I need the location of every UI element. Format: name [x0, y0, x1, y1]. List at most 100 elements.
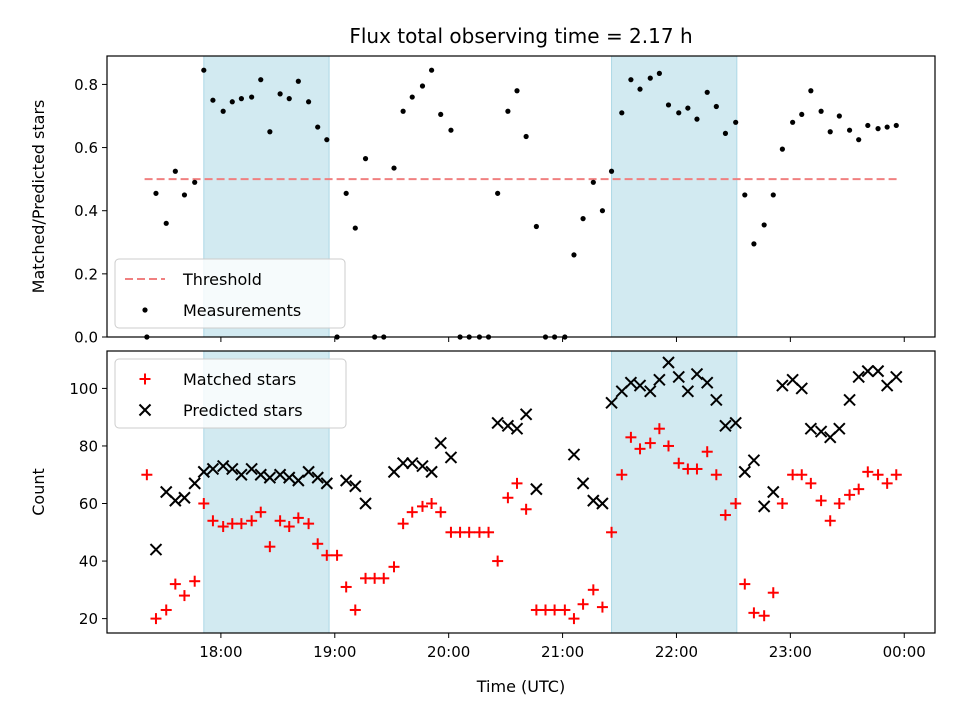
data-point	[710, 469, 722, 481]
data-point	[141, 469, 153, 481]
data-point	[814, 425, 828, 438]
data-point	[596, 497, 609, 510]
data-point	[890, 469, 902, 481]
data-point	[533, 223, 539, 230]
data-point	[388, 561, 400, 573]
data-point	[426, 498, 438, 510]
data-point	[340, 581, 352, 593]
data-point	[520, 503, 532, 515]
data-point	[292, 512, 304, 524]
y-axis-label: Count	[29, 468, 48, 516]
shaded-interval	[611, 350, 738, 634]
data-point	[181, 192, 188, 198]
y-tick-label: 20	[79, 610, 98, 628]
legend: Threshold Measurements	[114, 258, 346, 329]
data-point	[628, 77, 634, 83]
data-point	[286, 96, 292, 102]
data-point	[656, 70, 662, 76]
data-point	[264, 541, 276, 553]
data-point	[206, 462, 220, 476]
data-point	[616, 469, 628, 481]
data-point	[776, 498, 788, 510]
data-point	[856, 137, 862, 143]
data-point	[608, 168, 615, 174]
data-point	[881, 477, 893, 489]
legend-label: Threshold	[182, 270, 262, 289]
data-point	[596, 601, 608, 613]
data-point	[324, 137, 330, 143]
data-point	[637, 86, 643, 92]
data-point	[519, 408, 533, 421]
y-axis-label: Matched/Predicted stars	[29, 100, 48, 294]
data-point	[833, 422, 846, 435]
data-point	[246, 515, 258, 527]
data-point	[397, 518, 409, 530]
legend-marker	[142, 307, 148, 313]
data-point	[843, 393, 856, 407]
x-tick-label: 00:00	[883, 643, 926, 661]
data-point	[416, 500, 428, 512]
data-point	[331, 549, 343, 561]
data-point	[245, 462, 258, 476]
data-point	[758, 610, 770, 622]
data-point	[587, 494, 600, 507]
data-point	[277, 91, 283, 97]
data-point	[710, 393, 723, 407]
data-point	[818, 108, 824, 114]
data-point	[776, 379, 789, 392]
data-point	[779, 146, 785, 152]
data-point	[685, 105, 691, 111]
x-tick-label: 21:00	[541, 643, 584, 661]
data-point	[653, 373, 666, 386]
data-point	[681, 385, 695, 398]
data-point	[292, 474, 305, 487]
ratio-panel: 0.0 0.2 0.4 0.6 0.8 Matched/Predicted stars Th…	[29, 55, 936, 347]
data-point	[549, 604, 561, 616]
data-point	[644, 437, 656, 449]
data-point	[150, 613, 162, 625]
data-point	[149, 543, 163, 556]
shaded-interval	[611, 55, 738, 338]
data-point	[576, 477, 590, 490]
data-point	[198, 498, 210, 510]
axes-frame	[106, 350, 936, 634]
data-point	[343, 190, 349, 196]
x-tick-label: 19:00	[313, 643, 356, 661]
data-point	[644, 385, 657, 398]
data-point	[438, 111, 444, 118]
data-point	[263, 471, 277, 484]
data-point	[719, 419, 732, 433]
data-point	[846, 127, 853, 133]
data-point	[359, 497, 372, 510]
x-tick-label: 20:00	[427, 643, 470, 661]
data-point	[722, 130, 729, 136]
y-tick-label: 60	[79, 495, 98, 513]
data-point	[739, 578, 751, 590]
data-point	[378, 572, 390, 584]
data-point	[836, 113, 842, 119]
data-point	[590, 179, 596, 185]
data-point	[624, 376, 638, 389]
data-point	[435, 506, 447, 518]
data-point	[201, 67, 207, 73]
data-point	[761, 222, 767, 228]
data-point	[523, 133, 529, 140]
data-point	[178, 491, 191, 504]
legend-marker	[139, 373, 151, 385]
data-point	[511, 477, 523, 489]
data-point	[362, 156, 369, 162]
data-point	[871, 364, 885, 378]
legend-box	[114, 358, 347, 429]
data-point	[189, 575, 201, 587]
data-point	[701, 376, 714, 389]
data-point	[691, 463, 703, 475]
data-point	[795, 382, 808, 395]
series-matched-stars	[141, 423, 902, 625]
data-point	[884, 124, 890, 130]
y-tick-label: 80	[79, 437, 98, 455]
y-tick-label: 0.2	[74, 265, 98, 283]
x-axis-label: Time (UTC)	[476, 677, 565, 696]
chart-title: Flux total observing time = 2.17 h	[349, 24, 692, 48]
data-point	[207, 515, 219, 527]
data-point	[416, 459, 429, 473]
